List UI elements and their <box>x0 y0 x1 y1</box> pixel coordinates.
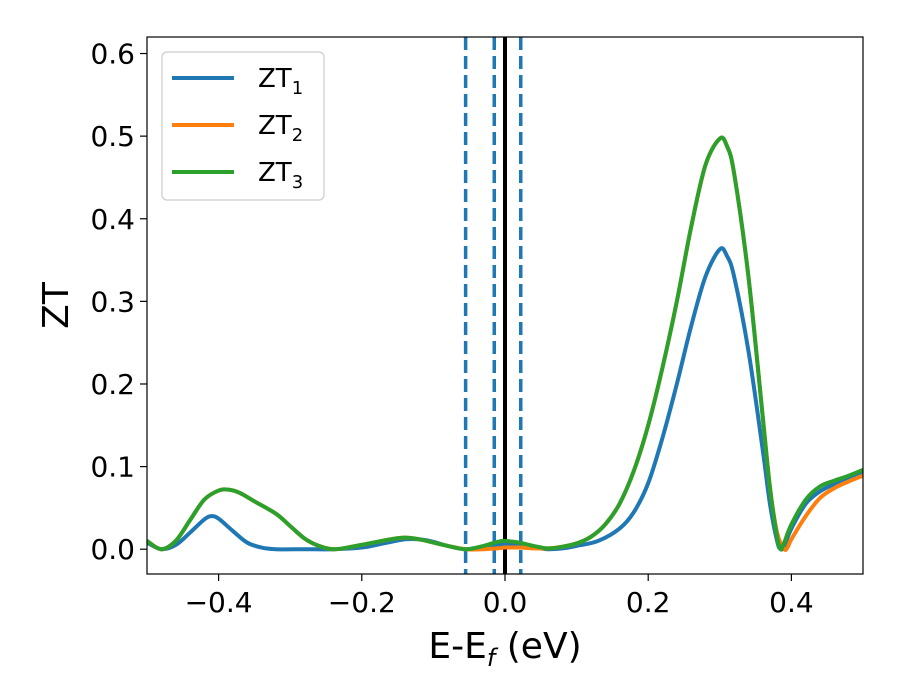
x-tick-label: −0.4 <box>185 586 253 619</box>
reference-lines <box>463 37 523 574</box>
x-axis-label-main: E-E <box>428 626 486 667</box>
legend: ZT1 ZT2 ZT3 <box>161 51 325 201</box>
x-tick-label: 0.2 <box>626 586 671 619</box>
x-axis-ticks: −0.4 −0.2 0.0 0.2 0.4 <box>185 574 814 619</box>
y-tick-label: 0.6 <box>90 38 135 71</box>
y-tick-label: 0.1 <box>90 451 135 484</box>
y-tick-label: 0.0 <box>90 533 135 566</box>
legend-label-3: ZT3 <box>258 158 303 193</box>
series-lines <box>147 135 863 553</box>
y-tick-label: 0.4 <box>90 203 135 236</box>
x-tick-label: −0.2 <box>328 586 396 619</box>
legend-label-1: ZT1 <box>258 64 303 99</box>
x-axis-label: E-Ef (eV) <box>428 626 581 672</box>
y-axis-ticks: 0.0 0.1 0.2 0.3 0.4 0.5 0.6 <box>90 38 147 566</box>
legend-box <box>161 51 325 201</box>
y-axis-label: ZT <box>36 281 77 329</box>
y-tick-label: 0.5 <box>90 120 135 153</box>
series-line-3 <box>147 135 863 552</box>
legend-label-2: ZT2 <box>258 111 303 146</box>
x-tick-label: 0.0 <box>483 586 528 619</box>
x-tick-label: 0.4 <box>769 586 814 619</box>
y-tick-label: 0.3 <box>90 285 135 318</box>
x-axis-label-unit: (eV) <box>495 626 581 667</box>
y-tick-label: 0.2 <box>90 368 135 401</box>
